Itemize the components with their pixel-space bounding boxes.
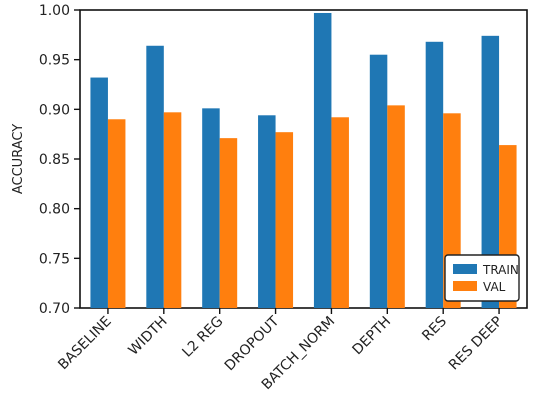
y-tick-label: 0.70 bbox=[39, 301, 70, 317]
bar-val bbox=[331, 117, 349, 308]
bar-train bbox=[313, 12, 332, 308]
x-tick-label: RES DEEP bbox=[446, 314, 506, 374]
y-tick-label: 0.90 bbox=[39, 102, 70, 118]
bar-train bbox=[481, 35, 500, 309]
y-tick-label: 0.80 bbox=[39, 202, 70, 218]
x-tick-label: DEPTH bbox=[349, 314, 394, 359]
bar-train bbox=[258, 115, 276, 308]
bar-val bbox=[275, 132, 294, 308]
legend-label-train: TRAIN bbox=[482, 263, 519, 277]
legend-swatch-val bbox=[453, 281, 477, 291]
bar-train bbox=[146, 45, 164, 308]
y-tick-label: 0.95 bbox=[39, 53, 70, 69]
legend-swatch-train bbox=[453, 264, 477, 274]
legend-label-val: VAL bbox=[483, 280, 506, 294]
legend-box bbox=[444, 254, 520, 302]
y-axis-label: ACCURACY bbox=[11, 124, 26, 194]
legend: TRAIN VAL bbox=[444, 254, 520, 302]
x-tick-label: DROPOUT bbox=[222, 313, 283, 374]
bars bbox=[90, 12, 517, 309]
y-tick-label: 0.85 bbox=[39, 152, 70, 168]
bar-val bbox=[219, 138, 238, 308]
bar-train bbox=[90, 77, 108, 309]
bar-train bbox=[369, 54, 388, 309]
y-tick-label: 0.75 bbox=[39, 251, 70, 267]
x-tick-label: BASELINE bbox=[55, 314, 115, 374]
x-tick-label: L2 REG bbox=[179, 314, 226, 361]
bar-val bbox=[107, 119, 126, 309]
x-tick-label: RES bbox=[419, 313, 450, 344]
bar-train bbox=[425, 41, 444, 308]
bar-train bbox=[202, 108, 220, 308]
y-tick-label: 1.00 bbox=[39, 3, 70, 19]
bar-val bbox=[163, 112, 182, 309]
x-tick-label: WIDTH bbox=[125, 314, 170, 359]
bar-val bbox=[387, 105, 405, 308]
